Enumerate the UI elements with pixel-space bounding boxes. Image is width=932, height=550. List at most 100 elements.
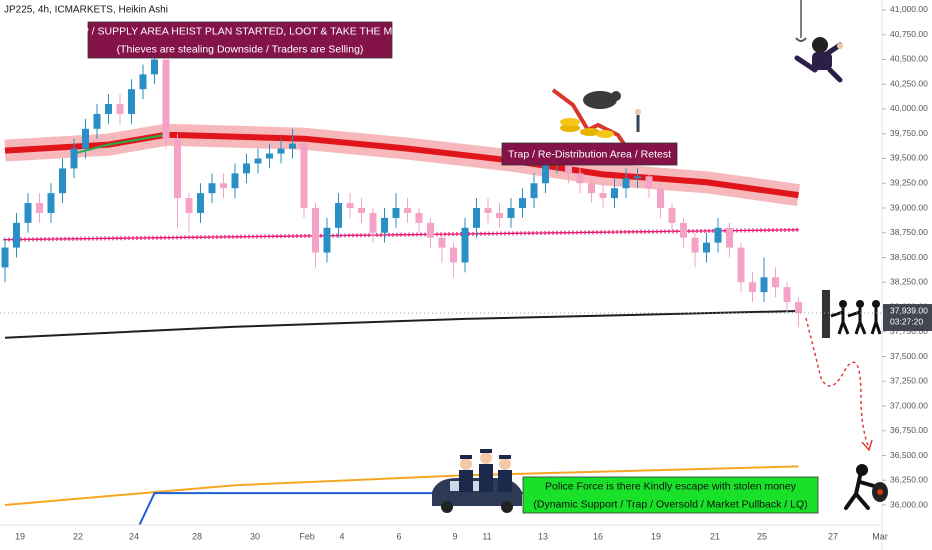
candle-body bbox=[197, 193, 204, 213]
candle-body bbox=[323, 227, 331, 253]
y-tick-label: 40,000.00 bbox=[890, 103, 928, 113]
annotation-text: (Dynamic Support / Trap / Oversold / Mar… bbox=[533, 498, 807, 510]
candle-body bbox=[36, 203, 43, 213]
candle-body bbox=[358, 208, 365, 213]
candle-body bbox=[783, 287, 791, 303]
candle-body bbox=[70, 148, 78, 169]
y-tick-label: 39,500.00 bbox=[890, 153, 928, 163]
candle-body bbox=[726, 227, 733, 248]
candle-body bbox=[714, 227, 722, 243]
arrow-head bbox=[861, 439, 873, 452]
candle-body bbox=[461, 227, 469, 263]
candle-body bbox=[519, 198, 526, 209]
candle-body bbox=[772, 277, 779, 288]
candle-body bbox=[599, 193, 607, 199]
x-tick-label: 16 bbox=[593, 531, 603, 541]
y-tick-label: 39,000.00 bbox=[890, 202, 928, 212]
candle-body bbox=[611, 188, 618, 199]
candle-body bbox=[47, 193, 55, 213]
candle-body bbox=[634, 176, 641, 179]
annotation-text: (Thieves are stealing Downside / Traders… bbox=[117, 43, 364, 55]
x-tick-label: Mar bbox=[872, 531, 888, 541]
candle-body bbox=[381, 217, 388, 233]
candle-body bbox=[335, 203, 342, 228]
y-tick-label: 37,250.00 bbox=[890, 376, 928, 386]
candle-body bbox=[668, 208, 676, 223]
annotation-box bbox=[501, 142, 678, 166]
candle-body bbox=[128, 89, 135, 114]
line bbox=[4, 309, 799, 339]
x-tick-label: 4 bbox=[339, 531, 344, 541]
candle-body bbox=[473, 208, 480, 228]
y-tick-label: 36,500.00 bbox=[890, 450, 928, 460]
candle-body bbox=[312, 208, 319, 253]
candle-body bbox=[185, 198, 193, 213]
x-tick-label: 30 bbox=[250, 531, 260, 541]
candle-body bbox=[542, 163, 549, 184]
x-tick-label: 27 bbox=[828, 531, 838, 541]
y-tick-label: 41,000.00 bbox=[890, 4, 928, 14]
x-tick-label: 19 bbox=[15, 531, 25, 541]
candle-body bbox=[392, 208, 400, 218]
candle-body bbox=[645, 176, 653, 189]
annotation-box bbox=[87, 21, 393, 59]
illustration-runner bbox=[844, 464, 888, 510]
candle-body bbox=[450, 247, 457, 263]
candle-body bbox=[266, 153, 273, 159]
y-tick-label: 39,250.00 bbox=[890, 178, 928, 188]
candle-body bbox=[13, 222, 20, 248]
illustration-bear bbox=[551, 88, 641, 152]
y-tick-label: 37,500.00 bbox=[890, 351, 928, 361]
candle-body bbox=[1, 247, 9, 268]
candle-body bbox=[369, 212, 377, 233]
y-tick-label: 37,000.00 bbox=[890, 400, 928, 410]
candle-body bbox=[59, 168, 66, 194]
last-price-box bbox=[883, 304, 932, 332]
y-tick-label: 36,000.00 bbox=[890, 499, 928, 509]
illustration-police bbox=[432, 449, 522, 513]
candle-body bbox=[300, 143, 308, 209]
candle-body bbox=[24, 203, 32, 223]
candle-body bbox=[565, 158, 572, 174]
candle-body bbox=[208, 183, 216, 194]
candle-body bbox=[438, 237, 446, 248]
candle-body bbox=[691, 237, 699, 253]
candle-body bbox=[795, 302, 802, 314]
candle-body bbox=[749, 282, 756, 293]
candle-body bbox=[680, 222, 687, 238]
x-tick-label: 24 bbox=[129, 531, 139, 541]
candle-body bbox=[220, 183, 227, 189]
x-tick-label: 6 bbox=[396, 531, 401, 541]
y-tick-label: 39,750.00 bbox=[890, 128, 928, 138]
y-tick-label: 40,500.00 bbox=[890, 54, 928, 64]
annotation-text: Trap / Re-Distribution Area / Retest bbox=[508, 148, 671, 160]
candle-body bbox=[231, 173, 239, 189]
candle-body bbox=[404, 208, 411, 213]
annotation-text: Police Force is there Kindly escape with… bbox=[545, 480, 797, 492]
candle-body bbox=[93, 113, 101, 129]
y-tick-label: 40,750.00 bbox=[890, 29, 928, 39]
candle-body bbox=[737, 247, 745, 283]
candle-body bbox=[427, 222, 434, 238]
candle-body bbox=[289, 143, 296, 149]
candle-body bbox=[277, 148, 285, 154]
symbol: JP225, 4h, ICMARKETS, Heikin Ashi bbox=[4, 5, 168, 16]
candle-body bbox=[496, 212, 503, 218]
candle-body bbox=[151, 59, 158, 75]
candle-body bbox=[507, 208, 515, 218]
candle-body bbox=[588, 183, 595, 194]
x-tick-label: 9 bbox=[452, 531, 457, 541]
candle-body bbox=[254, 158, 262, 164]
line bbox=[4, 465, 799, 506]
x-tick-label: 25 bbox=[757, 531, 767, 541]
candle-body bbox=[162, 59, 170, 139]
candle-body bbox=[622, 178, 630, 189]
candle-body bbox=[116, 104, 124, 114]
projection-arrow bbox=[805, 317, 870, 449]
x-tick-label: 22 bbox=[73, 531, 83, 541]
candle-body bbox=[484, 208, 492, 213]
candle-body bbox=[415, 212, 423, 223]
last-price-label: 37,939.00 bbox=[890, 305, 928, 315]
y-tick-label: 38,250.00 bbox=[890, 277, 928, 287]
